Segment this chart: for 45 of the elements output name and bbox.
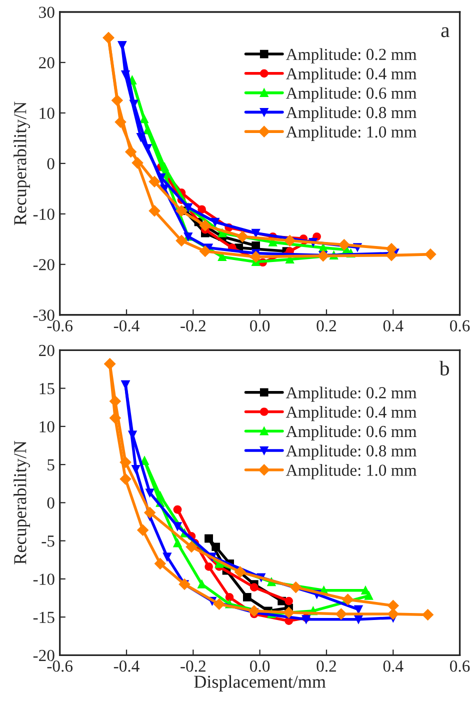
annotation: b xyxy=(439,360,450,376)
x-tick-label: -0.4 xyxy=(114,320,140,332)
y-tick-label: 20 xyxy=(39,57,54,68)
y-tick-label: 10 xyxy=(40,108,54,119)
legend-label: Amplitude: 0.8 mm xyxy=(286,444,417,460)
legend-label: Amplitude: 0.4 mm xyxy=(286,406,417,422)
y-tick-label: -30 xyxy=(33,310,54,321)
x-tick-label: 0.2 xyxy=(316,320,336,332)
y-tick-label: -10 xyxy=(33,574,54,585)
y-axis-title: Recuperability/N xyxy=(14,440,30,564)
y-tick-label: 5 xyxy=(48,459,54,470)
x-tick-label: -0.2 xyxy=(180,660,206,672)
y-tick-label: 15 xyxy=(40,383,54,394)
y-tick-label: 10 xyxy=(40,421,54,432)
x-tick-label: 0.6 xyxy=(450,320,470,332)
y-tick-label: -20 xyxy=(33,650,54,662)
legend-label: Amplitude: 0.6 mm xyxy=(286,425,417,441)
x-tick-label: 0.4 xyxy=(383,660,404,672)
x-axis-title: Displacement/mm xyxy=(194,675,326,692)
y-tick-label: 30 xyxy=(39,6,54,18)
legend-label: Amplitude: 0.4 mm xyxy=(286,68,417,83)
annotation: a xyxy=(441,27,450,38)
y-tick-label: -10 xyxy=(33,208,54,220)
x-tick-label: 0.0 xyxy=(250,320,270,332)
x-tick-label: -0.6 xyxy=(47,320,73,332)
x-tick-label: 0.0 xyxy=(250,660,270,672)
y-tick-label: -15 xyxy=(33,612,54,623)
x-tick-label: -0.4 xyxy=(114,660,140,672)
y-tick-label: 20 xyxy=(39,344,54,356)
x-tick-label: -0.6 xyxy=(47,660,73,672)
y-axis-title: Recuperability/N xyxy=(14,102,30,226)
legend-label: Amplitude: 1.0 mm xyxy=(286,126,417,141)
x-tick-label: 0.2 xyxy=(316,660,336,672)
y-tick-label: 0 xyxy=(47,158,54,170)
y-tick-label: -20 xyxy=(33,259,54,270)
y-tick-label: 0 xyxy=(47,497,54,509)
legend-label: Amplitude: 0.8 mm xyxy=(286,106,417,122)
y-tick-label: -5 xyxy=(42,536,54,547)
legend-label: Amplitude: 0.6 mm xyxy=(286,87,417,102)
x-tick-label: -0.2 xyxy=(180,320,206,332)
legend-label: Amplitude: 0.2 mm xyxy=(286,386,417,402)
x-tick-label: 0.4 xyxy=(383,320,404,332)
legend-label: Amplitude: 0.2 mm xyxy=(286,48,417,64)
legend-label: Amplitude: 1.0 mm xyxy=(286,464,417,480)
x-tick-label: 0.6 xyxy=(450,660,470,672)
